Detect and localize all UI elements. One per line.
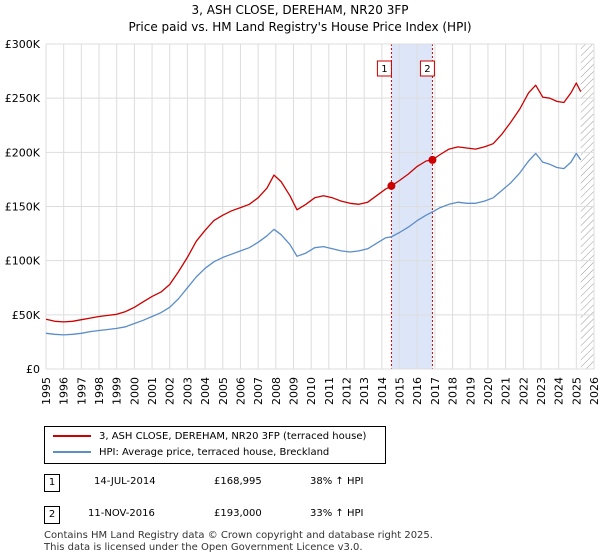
x-tick-label: 2012 [341, 377, 354, 405]
x-tick-label: 2010 [305, 377, 318, 405]
x-tick-label: 2007 [252, 377, 265, 405]
x-tick-label: 2022 [517, 377, 530, 405]
x-tick-label: 2023 [535, 377, 548, 405]
chart-legend: 3, ASH CLOSE, DEREHAM, NR20 3FP (terrace… [44, 426, 386, 464]
sale-2-point [428, 155, 437, 164]
y-tick-label: £250K [5, 92, 41, 105]
x-tick-label: 2001 [146, 377, 159, 405]
x-tick-label: 2020 [482, 377, 495, 405]
x-tick-label: 1996 [58, 377, 71, 405]
legend-item-hpi: HPI: Average price, terraced house, Brec… [53, 446, 329, 460]
x-tick-label: 2000 [128, 377, 141, 405]
property-price-line [45, 82, 582, 323]
sale-2-badge-label: 2 [424, 64, 430, 75]
x-tick-label: 2021 [500, 377, 513, 405]
x-tick-label: 2011 [323, 377, 336, 405]
x-tick-label: 2018 [447, 377, 460, 405]
footer-copyright: Contains HM Land Registry data © Crown c… [44, 530, 433, 541]
legend-label-property: 3, ASH CLOSE, DEREHAM, NR20 3FP (terrace… [99, 431, 367, 442]
sale-2-badge [419, 60, 435, 77]
transaction-hpi-change: 33% ↑ HPI [310, 508, 364, 519]
footer-licence: This data is licensed under the Open Gov… [44, 542, 363, 553]
x-tick-label: 1997 [75, 377, 88, 405]
y-tick-label: £150K [5, 201, 41, 214]
x-tick-label: 2025 [570, 377, 583, 405]
legend-item-property: 3, ASH CLOSE, DEREHAM, NR20 3FP (terrace… [53, 430, 366, 444]
price-chart: 1 2 £0 £50K £100K £150K £200K £250K £300K 1995 19… [5, 38, 600, 405]
x-tick-label: 2003 [181, 377, 194, 405]
transaction-price: £168,995 [214, 476, 262, 487]
x-tick-label: 2006 [234, 377, 247, 405]
x-tick-label: 2005 [217, 377, 230, 405]
x-tick-label: 2014 [376, 377, 389, 405]
title-subtitle: Price paid vs. HM Land Registry's House … [128, 20, 472, 34]
y-tick-label: £200K [5, 146, 41, 159]
x-tick-label: 2009 [287, 377, 300, 405]
transaction-number-badge: 2 [44, 506, 60, 524]
sale-1-badge-label: 1 [381, 64, 387, 75]
legend-swatch-blue [53, 451, 91, 453]
x-tick-label: 2024 [553, 377, 566, 405]
transaction-date: 11-NOV-2016 [88, 508, 155, 519]
x-tick-label: 2004 [199, 377, 212, 405]
y-tick-label: £300K [5, 38, 41, 51]
y-tick-label: £50K [12, 309, 41, 322]
x-tick-label: 2026 [588, 377, 600, 405]
hpi-line [45, 152, 582, 336]
x-tick-label: 1998 [93, 377, 106, 405]
transaction-price: £193,000 [214, 508, 262, 519]
x-tick-label: 1995 [40, 377, 53, 405]
legend-label-hpi: HPI: Average price, terraced house, Brec… [99, 447, 330, 458]
transaction-number-badge: 1 [44, 474, 60, 492]
attribution-footer: Contains HM Land Registry data © Crown c… [44, 530, 433, 554]
x-tick-label: 2017 [429, 377, 442, 405]
y-tick-label: £0 [26, 363, 40, 376]
sale-1-badge [376, 60, 392, 77]
x-tick-label: 1999 [111, 377, 124, 405]
x-tick-label: 2016 [411, 377, 424, 405]
x-tick-label: 2015 [394, 377, 407, 405]
x-tick-label: 2008 [270, 377, 283, 405]
chart-title: 3, ASH CLOSE, DEREHAM, NR20 3FP Price pa… [0, 2, 600, 36]
transaction-hpi-change: 38% ↑ HPI [310, 476, 364, 487]
sale-1-point [387, 181, 396, 190]
x-tick-label: 2019 [464, 377, 477, 405]
transaction-date: 14-JUL-2014 [94, 476, 156, 487]
y-tick-label: £100K [5, 255, 41, 268]
title-address: 3, ASH CLOSE, DEREHAM, NR20 3FP [191, 3, 409, 17]
legend-swatch-red [53, 435, 91, 437]
x-tick-label: 2002 [164, 377, 177, 405]
x-tick-label: 2013 [358, 377, 371, 405]
